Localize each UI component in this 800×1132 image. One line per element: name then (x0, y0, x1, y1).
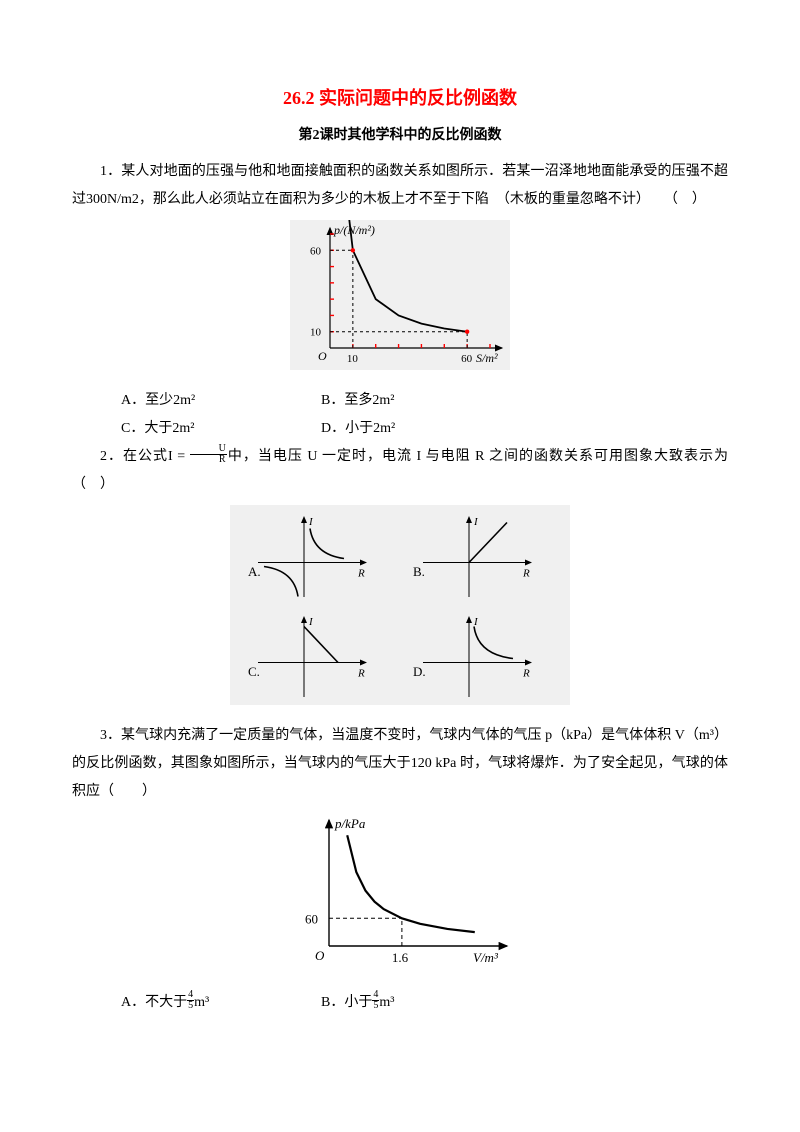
svg-text:60: 60 (305, 911, 318, 926)
svg-text:A.: A. (248, 564, 261, 579)
q2-formula-frac: UR (190, 444, 227, 465)
svg-text:p/kPa: p/kPa (334, 816, 366, 831)
q3-options-row1: A．不大于45m³ B．小于45m³ (72, 989, 728, 1017)
q1-figure: p/(N/m²) S/m² O 60 10 10 60 (72, 220, 728, 381)
svg-text:60: 60 (461, 353, 473, 365)
q2-text: 2．在公式I = UR中，当电压 U 一定时，电流 I 与电阻 R 之间的函数关… (72, 443, 728, 499)
q3-optB-unit: m³ (379, 995, 394, 1010)
q3-text: 3．某气球内充满了一定质量的气体，当温度不变时，气球内气体的气压 p（kPa）是… (72, 722, 728, 806)
q2-figure: A.IRB.IRC.IRD.IR (72, 505, 728, 716)
q2-formula-eq: = (173, 449, 190, 464)
svg-text:10: 10 (347, 353, 359, 365)
q3-optA-pre: A．不大于 (121, 995, 187, 1010)
svg-text:O: O (318, 349, 327, 363)
q2-text-pre: 2．在公式 (100, 449, 168, 464)
q3-optA: A．不大于45m³ (121, 989, 321, 1017)
q1-options-row2: C．大于2m² D．小于2m² (72, 415, 728, 443)
q1-optD: D．小于2m² (321, 415, 521, 443)
q1-optB: B．至多2m² (321, 387, 521, 415)
q1-optC: C．大于2m² (121, 415, 321, 443)
svg-text:R: R (522, 568, 530, 580)
q1-text: 1．某人对地面的压强与他和地面接触面积的函数关系如图所示．若某一沼泽地地面能承受… (72, 158, 728, 214)
svg-text:R: R (357, 568, 365, 580)
q1-optA: A．至少2m² (121, 387, 321, 415)
q3-optA-unit: m³ (194, 995, 209, 1010)
svg-text:O: O (315, 948, 325, 963)
q3-optB-den: 5 (372, 1001, 379, 1011)
q3-optB: B．小于45m³ (321, 989, 521, 1017)
svg-text:60: 60 (310, 245, 322, 257)
svg-text:S/m²: S/m² (476, 351, 498, 365)
svg-text:B.: B. (413, 564, 425, 579)
svg-text:D.: D. (413, 664, 426, 679)
svg-text:p/(N/m²): p/(N/m²) (333, 223, 375, 237)
subtitle: 第2课时其他学科中的反比例函数 (72, 122, 728, 150)
svg-text:V/m³: V/m³ (473, 950, 499, 965)
svg-text:R: R (522, 668, 530, 680)
svg-text:R: R (357, 668, 365, 680)
q2-frac-den: R (190, 455, 227, 465)
q1-options-row1: A．至少2m² B．至多2m² (72, 387, 728, 415)
svg-text:1.6: 1.6 (392, 950, 409, 965)
q3-optB-frac: 45 (372, 990, 379, 1011)
q3-optB-pre: B．小于 (321, 995, 372, 1010)
svg-text:C.: C. (248, 664, 260, 679)
q3-figure: p/kPa V/m³ O 60 1.6 (72, 812, 728, 983)
q3-optA-den: 5 (187, 1001, 194, 1011)
svg-text:10: 10 (310, 327, 322, 339)
q3-optA-frac: 45 (187, 990, 194, 1011)
main-title: 26.2 实际问题中的反比例函数 (72, 80, 728, 116)
